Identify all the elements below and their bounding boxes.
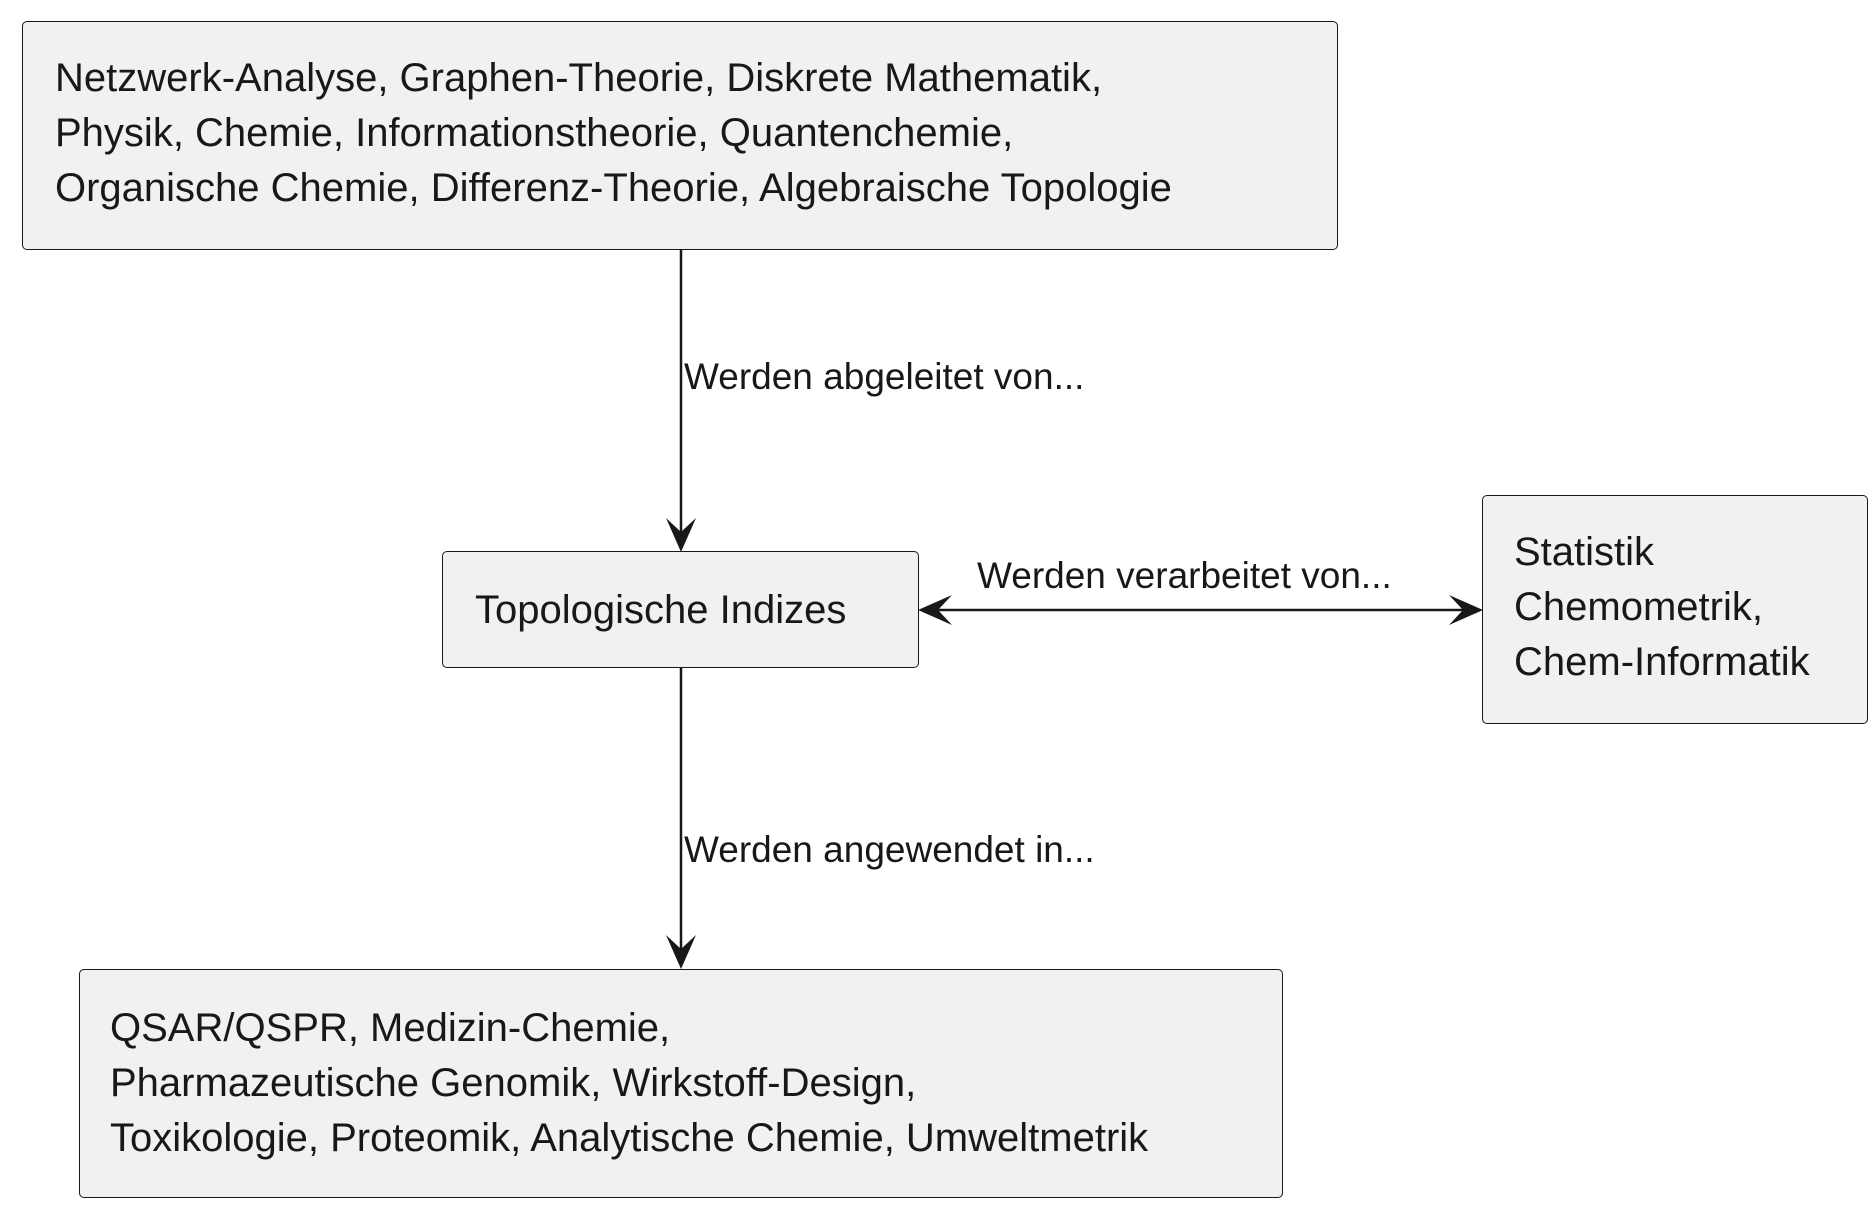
edge-applied-in-arrowhead: [666, 935, 696, 969]
sources-line-2: Physik, Chemie, Informationstheorie, Qua…: [55, 111, 1014, 155]
applications-line-1: QSAR/QSPR, Medizin-Chemie,: [110, 1006, 671, 1050]
processing-line-3: Chem-Informatik: [1514, 640, 1810, 684]
processing-line-2: Chemometrik,: [1514, 585, 1763, 629]
topological-indices-label: Topologische Indizes: [475, 588, 847, 632]
edge-derived-from-arrowhead: [666, 518, 696, 552]
applications-line-2: Pharmazeutische Genomik, Wirkstoff-Desig…: [110, 1061, 917, 1105]
sources-box: Netzwerk-Analyse, Graphen-Theorie, Diskr…: [22, 21, 1338, 250]
processing-text: Statistik Chemometrik, Chem-Informatik: [1514, 525, 1810, 690]
applications-box: QSAR/QSPR, Medizin-Chemie, Pharmazeutisc…: [79, 969, 1283, 1198]
edge-processed-by-arrowhead-left: [918, 595, 952, 625]
processing-box: Statistik Chemometrik, Chem-Informatik: [1482, 495, 1868, 724]
edge-label-processed-by: Werden verarbeitet von...: [977, 555, 1392, 596]
sources-text: Netzwerk-Analyse, Graphen-Theorie, Diskr…: [55, 51, 1172, 216]
sources-line-3: Organische Chemie, Differenz-Theorie, Al…: [55, 166, 1172, 210]
edge-label-derived-from: Werden abgeleitet von...: [684, 356, 1085, 397]
edge-processed-by-arrowhead-right: [1449, 595, 1483, 625]
edge-label-applied-in: Werden angewendet in...: [684, 829, 1095, 870]
topological-indices-box: Topologische Indizes: [442, 551, 919, 668]
applications-text: QSAR/QSPR, Medizin-Chemie, Pharmazeutisc…: [110, 1001, 1148, 1166]
applications-line-3: Toxikologie, Proteomik, Analytische Chem…: [110, 1116, 1149, 1160]
sources-line-1: Netzwerk-Analyse, Graphen-Theorie, Diskr…: [55, 56, 1103, 100]
processing-line-1: Statistik: [1514, 530, 1655, 574]
